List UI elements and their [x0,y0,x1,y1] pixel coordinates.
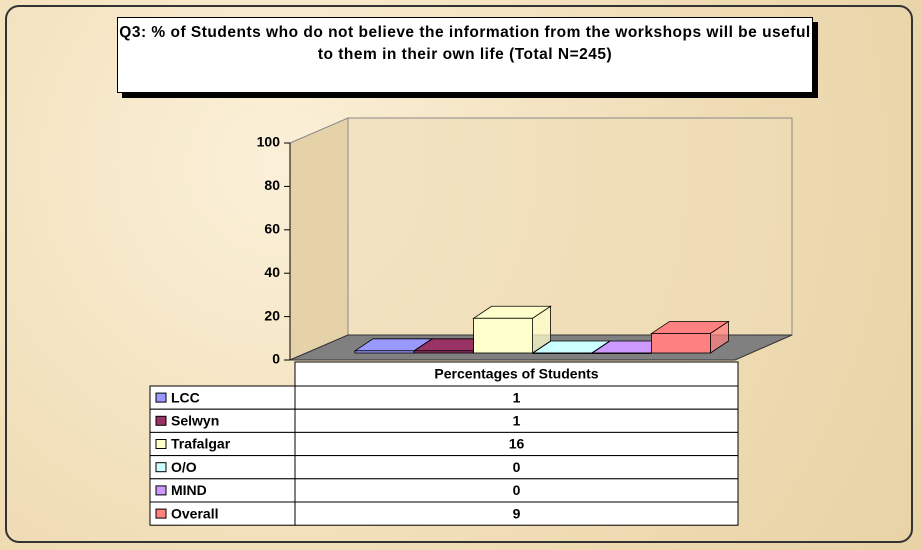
legend-label: Selwyn [171,413,219,429]
bar [651,333,711,354]
table-value: 0 [513,482,521,498]
chart-title: Q3: % of Students who do not believe the… [117,17,813,93]
bar [591,352,652,354]
legend-label: O/O [171,459,197,475]
legend-label: MIND [171,482,207,498]
bar [473,317,534,354]
y-tick-label: 80 [264,177,280,193]
bar [413,350,474,354]
legend-swatch [155,439,167,449]
y-tick-label: 0 [272,351,280,367]
legend-label: LCC [171,389,200,405]
side-wall [289,117,349,361]
legend-swatch [155,508,167,519]
table-value: 1 [513,389,521,405]
table-value: 16 [509,436,525,452]
table-header-label: Percentages of Students [434,366,598,382]
legend-label: Trafalgar [171,436,231,452]
table-value: 1 [513,413,521,429]
legend-swatch [155,485,167,496]
table-value: 9 [513,505,521,521]
y-tick-label: 100 [257,134,281,150]
legend-label: Overall [171,505,218,521]
bar [354,350,415,354]
table-value-cell [294,501,739,526]
back-wall [347,117,793,336]
table-header [294,361,739,387]
legend-swatch [155,462,167,473]
legend-swatch [155,415,167,426]
y-tick-label: 60 [264,221,280,237]
y-tick-label: 40 [264,264,280,280]
y-tick-label: 20 [264,307,280,323]
legend-swatch [155,392,167,403]
frame [5,5,913,543]
table-value: 0 [513,459,521,475]
bar [532,352,593,354]
